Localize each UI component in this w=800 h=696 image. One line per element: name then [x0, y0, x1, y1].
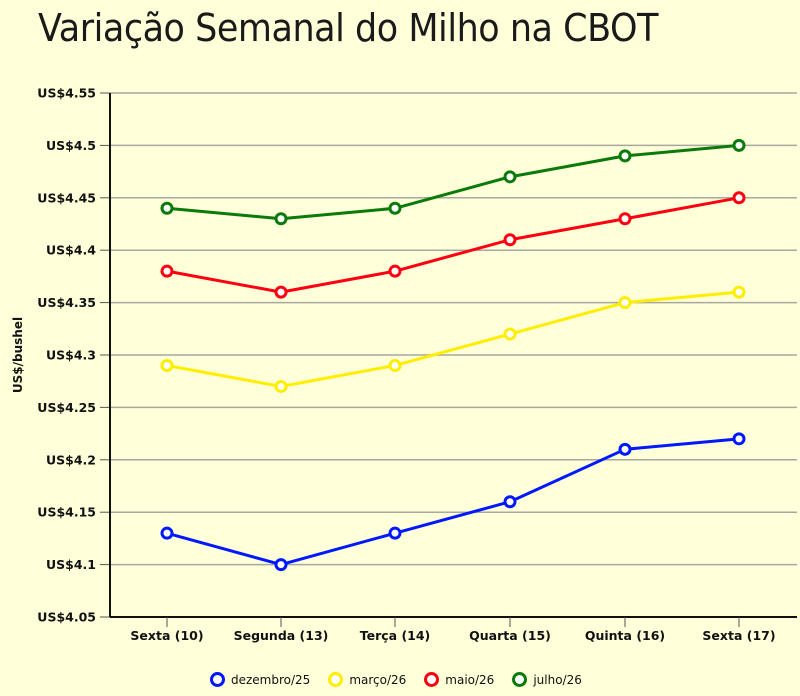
legend-item[interactable]: maio/26 — [424, 672, 494, 687]
series-line — [166, 437, 740, 567]
legend-label: maio/26 — [445, 672, 495, 687]
data-point-marker[interactable] — [732, 138, 746, 152]
data-point-marker[interactable] — [503, 233, 517, 247]
legend: dezembro/25 março/26 maio/26 julho/26 — [210, 672, 582, 687]
legend-item[interactable]: março/26 — [328, 672, 406, 687]
series-mar-o-26 — [160, 285, 746, 393]
legend-circle-icon — [210, 672, 225, 687]
chart-title: Variação Semanal do Milho na CBOT — [38, 6, 658, 50]
data-point-marker[interactable] — [732, 285, 746, 299]
y-axis: US$4.05 US$4.1 US$4.15 US$4.2 US$4.25 US$4.3 U… — [37, 86, 111, 625]
legend-label: dezembro/25 — [231, 672, 311, 687]
data-point-marker[interactable] — [388, 201, 402, 215]
y-axis-label: US$/bushel — [11, 317, 25, 393]
data-point-marker[interactable] — [503, 327, 517, 341]
y-tick-label: US$4.55 — [37, 86, 96, 101]
y-tick-label: US$4.1 — [46, 557, 96, 572]
legend-label: julho/26 — [533, 672, 582, 687]
y-tick-label: US$4.35 — [37, 295, 96, 310]
legend-circle-icon — [424, 672, 440, 687]
data-point-marker[interactable] — [618, 442, 632, 456]
y-tick-label: US$4.5 — [46, 138, 96, 153]
series-maio-26 — [160, 191, 746, 299]
data-point-marker[interactable] — [618, 296, 632, 310]
x-axis: Sexta (10) Segunda (13) Terça (14) Quarta (… — [110, 616, 797, 643]
series-julho-26 — [160, 138, 746, 226]
data-point-marker[interactable] — [618, 212, 632, 226]
data-point-marker[interactable] — [274, 285, 288, 299]
data-point-marker[interactable] — [732, 432, 746, 446]
x-tick-label: Sexta (10) — [130, 628, 203, 643]
data-point-marker[interactable] — [388, 526, 402, 540]
legend-circle-icon — [328, 672, 344, 687]
legend-item[interactable]: julho/26 — [512, 672, 582, 687]
y-tick-label: US$4.4 — [46, 243, 96, 258]
data-point-marker[interactable] — [160, 358, 174, 372]
x-tick-label: Quinta (16) — [585, 628, 665, 643]
series-line — [166, 290, 740, 388]
y-tick-label: US$4.45 — [37, 190, 96, 205]
data-point-marker[interactable] — [274, 379, 288, 393]
series-dezembro-25 — [160, 432, 746, 572]
data-point-marker[interactable] — [274, 558, 288, 572]
series-lines — [160, 138, 746, 572]
legend-circle-icon — [512, 672, 528, 687]
data-point-marker[interactable] — [160, 201, 174, 215]
x-tick-label: Sexta (17) — [702, 628, 775, 643]
data-point-marker[interactable] — [503, 495, 517, 509]
x-tick-label: Terça (14) — [360, 628, 431, 643]
y-tick-label: US$4.2 — [46, 452, 96, 467]
y-tick-label: US$4.3 — [46, 348, 96, 363]
data-point-marker[interactable] — [618, 149, 632, 163]
series-line — [166, 143, 740, 221]
legend-label: março/26 — [349, 672, 407, 687]
data-point-marker[interactable] — [388, 264, 402, 278]
data-point-marker[interactable] — [160, 264, 174, 278]
gridlines — [110, 92, 797, 566]
data-point-marker[interactable] — [503, 170, 517, 184]
x-tick-label: Segunda (13) — [234, 628, 329, 643]
y-tick-label: US$4.15 — [37, 505, 96, 520]
y-tick-label: US$4.05 — [37, 610, 96, 625]
legend-item[interactable]: dezembro/25 — [210, 672, 310, 687]
series-line — [166, 196, 740, 294]
data-point-marker[interactable] — [388, 358, 402, 372]
data-point-marker[interactable] — [274, 212, 288, 226]
x-tick-label: Quarta (15) — [469, 628, 551, 643]
data-point-marker[interactable] — [160, 526, 174, 540]
data-point-marker[interactable] — [732, 191, 746, 205]
y-tick-label: US$4.25 — [37, 400, 96, 415]
